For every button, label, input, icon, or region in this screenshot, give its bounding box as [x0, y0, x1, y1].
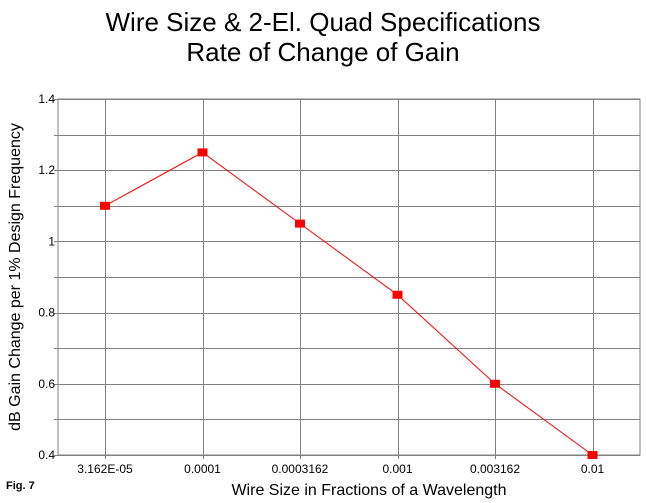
data-point — [490, 379, 500, 388]
data-point — [197, 148, 208, 157]
y-tick-label: 0.4 — [38, 448, 55, 462]
tick-labels: 0.4 0.6 0.8 1 1.2 1.4 3.162E-05 0.0001 0.0003162… — [38, 92, 604, 476]
data-point — [587, 451, 598, 459]
x-tick-label: 3.162E-05 — [77, 462, 133, 476]
x-tick-label: 0.003162 — [470, 462, 520, 476]
y-tick-label: 0.6 — [38, 377, 55, 391]
series-group — [100, 148, 598, 459]
x-tick-label: 0.01 — [581, 462, 605, 476]
chart-title: Wire Size & 2-El. Quad Specifications — [105, 7, 541, 37]
figure-label: Fig. 7 — [6, 480, 35, 492]
x-axis-label: Wire Size in Fractions of a Wavelength — [231, 482, 506, 499]
x-tick-label: 0.0003162 — [272, 462, 329, 476]
data-point — [295, 219, 305, 228]
grid — [54, 98, 641, 459]
x-tick-label: 0.0001 — [184, 462, 221, 476]
data-point — [392, 290, 403, 299]
y-axis-label: dB Gain Change per 1% Design Frequency — [7, 123, 24, 431]
y-tick-label: 1.4 — [38, 92, 55, 106]
x-tick-label: 0.001 — [382, 462, 412, 476]
chart-subtitle: Rate of Change of Gain — [186, 37, 460, 67]
y-tick-label: 0.8 — [38, 306, 55, 320]
y-tick-label: 1 — [48, 234, 55, 248]
series-line — [104, 151, 593, 456]
y-tick-label: 1.2 — [38, 163, 55, 177]
data-point — [100, 201, 110, 210]
